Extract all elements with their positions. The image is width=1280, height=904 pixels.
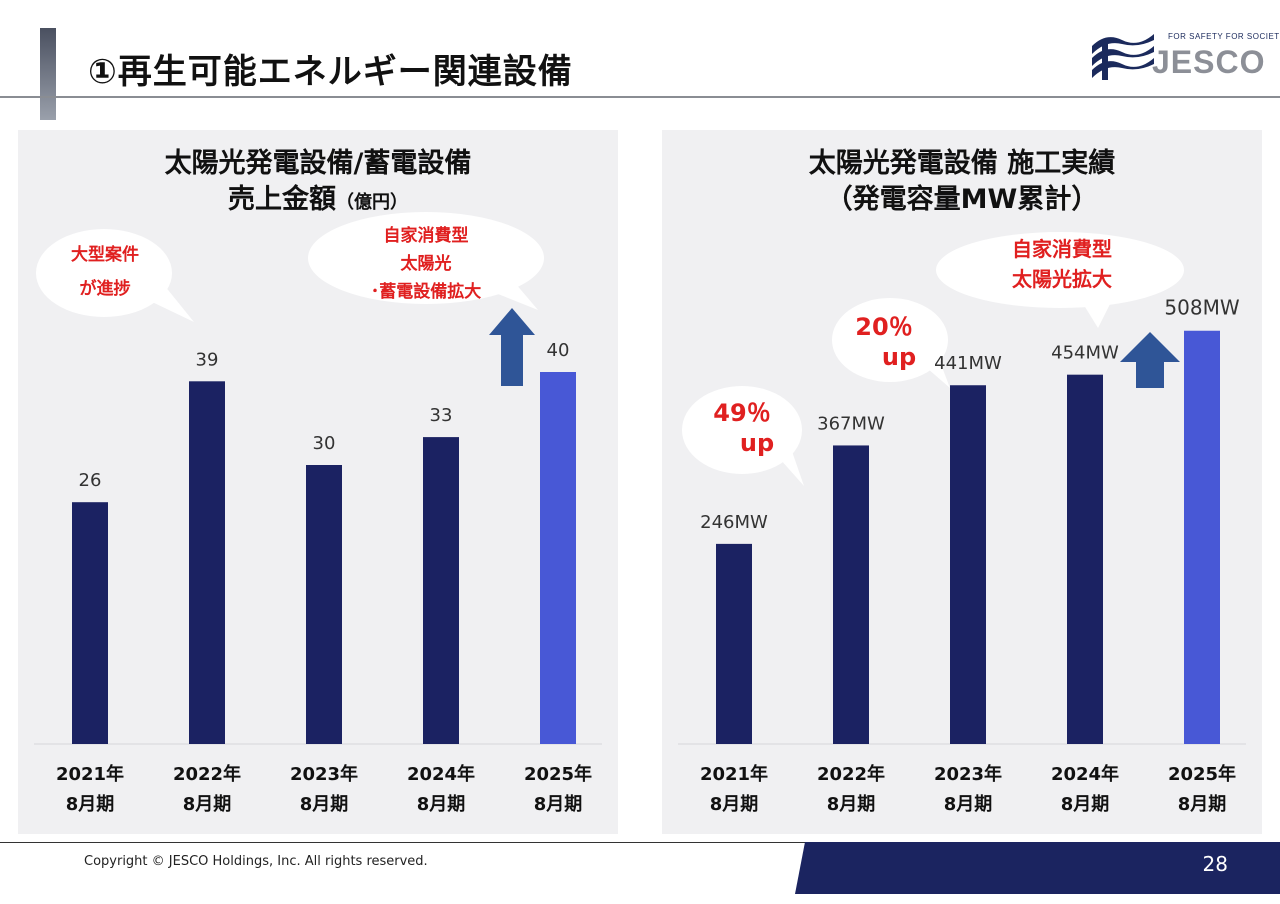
category-label-0-0: 2021年 xyxy=(700,763,768,785)
data-label-4: 40 xyxy=(547,340,570,361)
title-divider xyxy=(0,96,1280,98)
logo-tagline: FOR SAFETY FOR SOCIETY xyxy=(1168,32,1280,41)
jesco-logo: FOR SAFETY FOR SOCIETY JESCO xyxy=(1088,26,1280,86)
page-number: 28 xyxy=(1202,852,1228,876)
category-label-4-0: 2025年 xyxy=(1168,763,1236,785)
copyright-text: Copyright © JESCO Holdings, Inc. All rig… xyxy=(84,854,428,869)
callout-49-up: 49％ up xyxy=(692,398,792,458)
page-title: ①再生可能エネルギー関連設備 xyxy=(88,52,573,92)
category-label-4-1: 8月期 xyxy=(534,794,583,815)
data-label-4: 508MW xyxy=(1164,296,1239,320)
callout-line: 大型案件 xyxy=(71,245,139,265)
category-label-1-0: 2022年 xyxy=(817,763,885,785)
category-label-4-0: 2025年 xyxy=(524,763,592,785)
footer-band xyxy=(795,842,1280,894)
bar-0 xyxy=(716,543,752,744)
logo-text: JESCO xyxy=(1152,44,1266,80)
bar-4 xyxy=(1184,330,1220,744)
chart-title-line2: 売上金額（億円） xyxy=(18,182,618,221)
callout-line: up xyxy=(739,429,775,457)
callout-large-project: 大型案件 が進捗 xyxy=(48,238,162,306)
callout-line: 太陽光 xyxy=(400,254,452,274)
callout-bubble-expansion xyxy=(936,232,1184,308)
chart-title-line2: （発電容量MW累計） xyxy=(825,184,1099,215)
callout-line: 自家消費型 xyxy=(383,226,469,246)
title-accent-bar xyxy=(40,28,56,120)
category-label-3-1: 8月期 xyxy=(1061,794,1110,815)
category-label-0-0: 2021年 xyxy=(56,763,124,785)
capacity-bar-chart: 246MW 2021年 8月期 367MW 2022年 8月期 441MW 2023年 8月期 4… xyxy=(678,232,1246,815)
callout-line: 49％ xyxy=(713,399,771,427)
bar-1 xyxy=(189,381,225,744)
callout-line: が進捗 xyxy=(79,279,131,299)
chart-title-unit: （億円） xyxy=(336,192,408,213)
category-label-1-1: 8月期 xyxy=(183,794,232,815)
category-label-3-1: 8月期 xyxy=(417,794,466,815)
category-label-1-1: 8月期 xyxy=(827,794,876,815)
data-label-3: 33 xyxy=(430,405,453,426)
data-label-3: 454MW xyxy=(1051,343,1119,364)
data-label-0: 26 xyxy=(79,470,102,491)
up-arrow-icon xyxy=(1120,332,1180,388)
category-label-2-0: 2023年 xyxy=(934,763,1002,785)
bar-2 xyxy=(950,385,986,744)
bar-0 xyxy=(72,502,108,744)
callout-line: ･蓄電設備拡大 xyxy=(370,282,482,302)
callout-bubble-20 xyxy=(832,298,948,382)
callout-tail xyxy=(920,346,950,388)
callout-tail xyxy=(148,280,194,322)
chart-title-main: 売上金額 xyxy=(228,184,336,215)
bar-4 xyxy=(540,372,576,744)
bar-2 xyxy=(306,465,342,744)
wave-logo-icon xyxy=(1092,34,1154,80)
callout-expansion: 自家消費型 太陽光拡大 xyxy=(952,234,1172,294)
callout-line: up xyxy=(881,343,917,371)
capacity-chart-panel: 太陽光発電設備 施工実績 （発電容量MW累計） 246MW 2021年 8月期 367… xyxy=(662,130,1262,834)
callout-20-up: 20％ up xyxy=(834,312,934,372)
category-label-2-1: 8月期 xyxy=(944,794,993,815)
callout-line: 太陽光拡大 xyxy=(1012,267,1112,291)
bar-3 xyxy=(1067,374,1103,744)
bar-1 xyxy=(833,445,869,744)
chart-title-line1: 太陽光発電設備/蓄電設備 xyxy=(164,148,472,179)
callout-line: 自家消費型 xyxy=(1012,237,1112,261)
chart-title-line1: 太陽光発電設備 施工実績 xyxy=(808,148,1116,179)
data-label-2: 441MW xyxy=(934,353,1002,374)
data-label-1: 39 xyxy=(196,349,219,370)
category-label-2-0: 2023年 xyxy=(290,763,358,785)
category-label-0-1: 8月期 xyxy=(66,794,115,815)
data-label-1: 367MW xyxy=(817,413,885,434)
up-arrow-icon xyxy=(489,308,535,386)
callout-bubble-49 xyxy=(682,386,802,474)
footer-divider xyxy=(0,842,1280,843)
category-label-4-1: 8月期 xyxy=(1178,794,1227,815)
sales-bar-chart: 26 2021年 8月期 39 2022年 8月期 30 2023年 8月期 33 2024年 8月期… xyxy=(34,212,602,815)
category-label-1-0: 2022年 xyxy=(173,763,241,785)
bar-3 xyxy=(423,437,459,744)
callout-bubble-large-project xyxy=(36,229,172,317)
callout-tail xyxy=(1082,300,1112,328)
category-label-0-1: 8月期 xyxy=(710,794,759,815)
category-label-2-1: 8月期 xyxy=(300,794,349,815)
callout-line: 20％ xyxy=(855,313,913,341)
data-label-2: 30 xyxy=(313,433,336,454)
data-label-0: 246MW xyxy=(700,512,768,533)
sales-chart-panel: 太陽光発電設備/蓄電設備 売上金額（億円） 26 2021年 8月期 39 2022年 8… xyxy=(18,130,618,834)
callout-tail xyxy=(488,270,538,310)
category-label-3-0: 2024年 xyxy=(407,763,475,785)
callout-tail xyxy=(772,434,804,486)
callout-self-consumption: 自家消費型 太陽光 ･蓄電設備拡大 xyxy=(338,222,514,306)
callout-bubble-self-consumption xyxy=(308,212,544,304)
category-label-3-0: 2024年 xyxy=(1051,763,1119,785)
